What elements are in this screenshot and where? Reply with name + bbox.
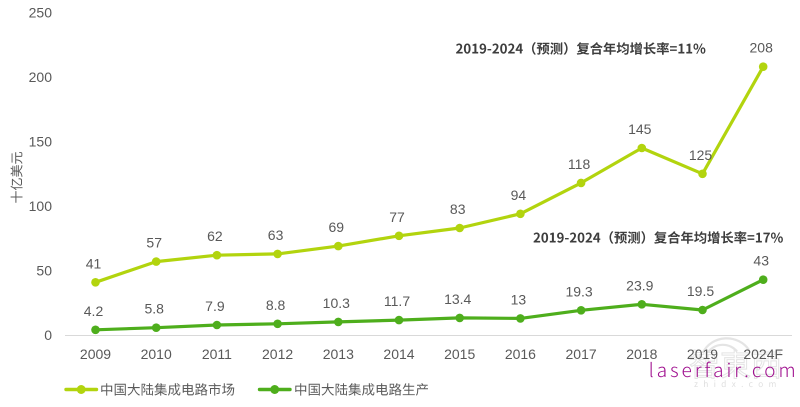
svg-text:2009: 2009 bbox=[80, 346, 111, 362]
svg-text:100: 100 bbox=[29, 198, 53, 214]
svg-text:200: 200 bbox=[29, 69, 53, 85]
svg-text:5.8: 5.8 bbox=[144, 301, 164, 317]
svg-text:62: 62 bbox=[207, 228, 223, 244]
svg-text:0: 0 bbox=[44, 327, 52, 343]
svg-text:118: 118 bbox=[568, 156, 591, 172]
svg-text:4.2: 4.2 bbox=[84, 303, 104, 319]
svg-text:57: 57 bbox=[146, 235, 162, 251]
svg-text:19.5: 19.5 bbox=[687, 283, 714, 299]
svg-text:69: 69 bbox=[329, 219, 345, 235]
svg-text:10.3: 10.3 bbox=[323, 295, 350, 311]
svg-text:50: 50 bbox=[36, 263, 52, 279]
svg-text:7.9: 7.9 bbox=[205, 298, 225, 314]
svg-text:13: 13 bbox=[511, 291, 527, 307]
svg-text:2017: 2017 bbox=[566, 346, 597, 362]
svg-text:2015: 2015 bbox=[444, 346, 475, 362]
svg-text:2011: 2011 bbox=[202, 346, 232, 362]
svg-text:2016: 2016 bbox=[505, 346, 536, 362]
svg-text:94: 94 bbox=[511, 187, 527, 203]
svg-text:13.4: 13.4 bbox=[444, 291, 471, 307]
svg-text:145: 145 bbox=[628, 121, 652, 137]
svg-text:150: 150 bbox=[29, 134, 53, 150]
svg-text:2018: 2018 bbox=[626, 346, 657, 362]
svg-text:8.8: 8.8 bbox=[266, 297, 286, 313]
svg-text:83: 83 bbox=[450, 201, 466, 217]
svg-text:2014: 2014 bbox=[383, 346, 414, 362]
svg-text:2010: 2010 bbox=[141, 346, 172, 362]
svg-text:23.9: 23.9 bbox=[626, 277, 653, 293]
svg-text:208: 208 bbox=[750, 40, 774, 56]
svg-text:2012: 2012 bbox=[262, 346, 293, 362]
svg-text:2024F: 2024F bbox=[743, 346, 783, 362]
svg-text:125: 125 bbox=[689, 147, 713, 163]
svg-text:41: 41 bbox=[86, 255, 102, 271]
svg-text:11.7: 11.7 bbox=[384, 293, 410, 309]
svg-text:19.3: 19.3 bbox=[565, 283, 592, 299]
svg-text:43: 43 bbox=[753, 253, 769, 269]
svg-text:77: 77 bbox=[389, 209, 405, 225]
svg-text:2019: 2019 bbox=[687, 346, 718, 362]
svg-text:2013: 2013 bbox=[323, 346, 354, 362]
svg-text:250: 250 bbox=[29, 4, 53, 20]
svg-text:63: 63 bbox=[268, 227, 284, 243]
